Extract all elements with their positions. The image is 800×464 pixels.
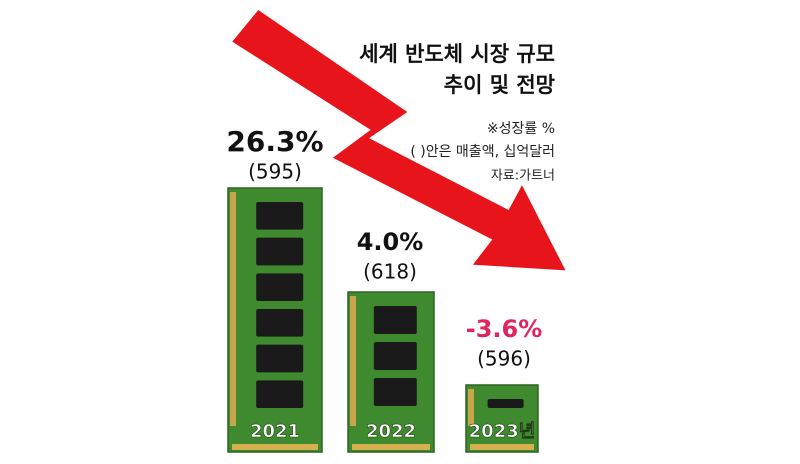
growth-label: 4.0%: [357, 228, 424, 256]
chart-title: 추이 및 전망: [444, 73, 555, 97]
x-tick-label: 2022: [366, 421, 416, 442]
annotation: 자료:가트너: [491, 169, 555, 184]
trend-arrow: [227, 5, 571, 274]
memory-chip: [256, 237, 304, 266]
memory-chip: [487, 399, 524, 408]
module-contacts: [232, 444, 318, 450]
sales-label: (595): [248, 160, 302, 184]
module-contacts: [470, 444, 534, 450]
sales-label: (618): [363, 260, 417, 284]
module-edge: [350, 296, 356, 426]
memory-chip: [256, 309, 304, 337]
module-contacts: [352, 444, 430, 450]
memory-module: [347, 291, 435, 453]
sales-label: (596): [477, 347, 531, 371]
x-tick-label: 2021: [250, 421, 300, 442]
memory-module: [465, 384, 539, 453]
x-tick-label: 2023년: [469, 421, 536, 442]
memory-chip: [373, 342, 417, 370]
annotation: ( )안은 매출액, 십억달러: [410, 144, 555, 160]
memory-module: [227, 187, 323, 453]
memory-chip: [256, 202, 304, 230]
memory-chip: [373, 306, 417, 334]
memory-chip: [373, 378, 417, 406]
memory-chip: [256, 380, 304, 408]
memory-chip: [256, 344, 304, 373]
growth-label: -3.6%: [466, 315, 543, 343]
module-edge: [230, 192, 236, 426]
module-edge: [468, 389, 474, 426]
growth-label: 26.3%: [226, 125, 323, 158]
annotation: ※성장률 %: [487, 121, 555, 137]
memory-chip: [256, 273, 304, 301]
module-board: [465, 384, 539, 453]
chart-title: 세계 반도체 시장 규모: [359, 42, 555, 66]
